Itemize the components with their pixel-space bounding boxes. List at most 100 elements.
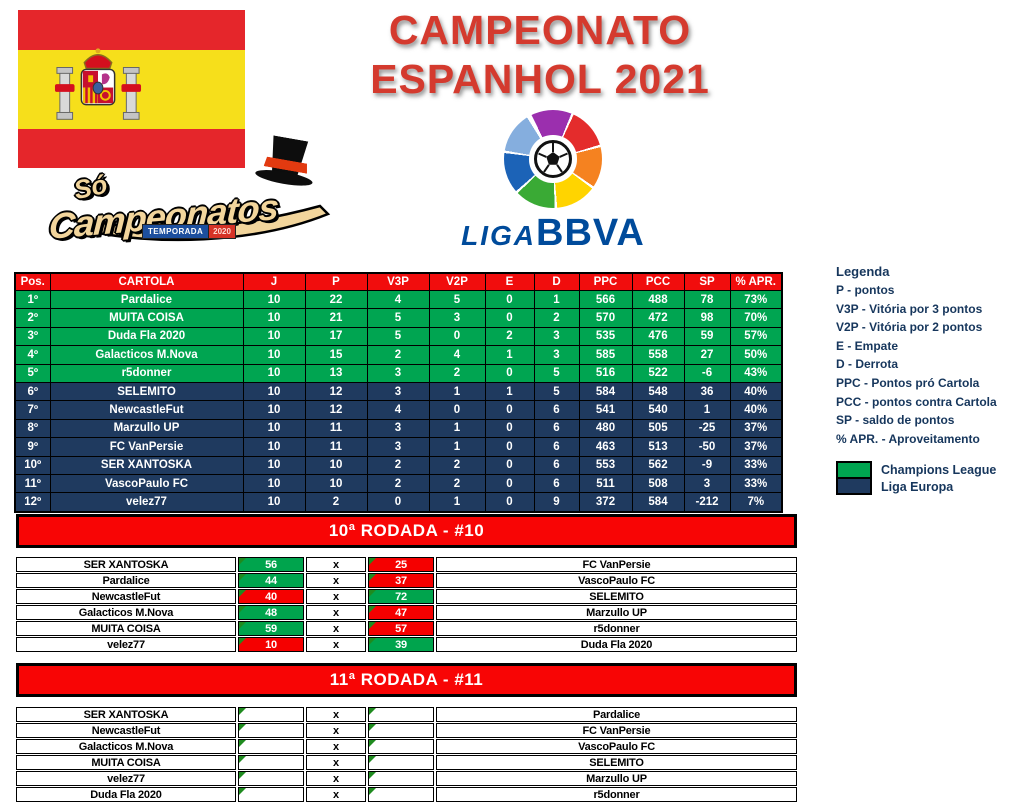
standings-cell-e[interactable]: 0 — [484, 437, 535, 457]
standings-cell-v2p[interactable]: 0 — [428, 400, 486, 420]
standings-cell-p[interactable]: 17 — [304, 326, 368, 347]
away-team-cell[interactable]: Duda Fla 2020 — [436, 637, 797, 652]
away-team-cell[interactable]: Marzullo UP — [436, 605, 797, 620]
standings-cell-e[interactable]: 0 — [484, 308, 535, 328]
standings-cell-v3p[interactable]: 5 — [366, 326, 430, 347]
standings-cell-cartola[interactable]: Pardalice — [49, 289, 244, 310]
home-score-cell[interactable] — [238, 755, 304, 770]
standings-cell-p[interactable]: 11 — [304, 437, 368, 457]
standings-cell-sp[interactable]: 36 — [683, 381, 731, 402]
standings-cell-pos[interactable]: 1º — [14, 289, 51, 310]
standings-cell-pos[interactable]: 5º — [14, 363, 51, 383]
versus-cell[interactable]: x — [306, 771, 366, 786]
home-team-cell[interactable]: Galacticos M.Nova — [16, 739, 236, 754]
standings-header-cell[interactable]: E — [484, 272, 535, 291]
standings-cell-pcc[interactable]: 513 — [631, 437, 685, 457]
standings-cell-ppc[interactable]: 535 — [578, 326, 633, 347]
standings-cell-ppc[interactable]: 584 — [578, 381, 633, 402]
away-score-cell[interactable] — [368, 755, 434, 770]
standings-header-cell[interactable]: SP — [683, 272, 731, 291]
standings-cell-sp[interactable]: -25 — [683, 418, 731, 439]
standings-cell-sp[interactable]: 1 — [683, 400, 731, 420]
standings-cell-d[interactable]: 6 — [533, 437, 580, 457]
home-team-cell[interactable]: NewcastleFut — [16, 723, 236, 738]
standings-header-cell[interactable]: Pos. — [14, 272, 51, 291]
standings-cell-e[interactable]: 0 — [484, 418, 535, 439]
standings-cell-d[interactable]: 9 — [533, 492, 580, 513]
standings-cell-pos[interactable]: 6º — [14, 381, 51, 402]
standings-cell-apr[interactable]: 40% — [729, 381, 783, 402]
standings-cell-pcc[interactable]: 472 — [631, 308, 685, 328]
standings-cell-pos[interactable]: 4º — [14, 345, 51, 365]
home-score-cell[interactable]: 59 — [238, 621, 304, 636]
standings-cell-apr[interactable]: 70% — [729, 308, 783, 328]
standings-cell-v3p[interactable]: 5 — [366, 308, 430, 328]
standings-cell-e[interactable]: 2 — [484, 326, 535, 347]
standings-cell-sp[interactable]: 78 — [683, 289, 731, 310]
standings-cell-e[interactable]: 0 — [484, 455, 535, 475]
standings-cell-cartola[interactable]: Galacticos M.Nova — [49, 345, 244, 365]
home-team-cell[interactable]: Pardalice — [16, 573, 236, 588]
standings-cell-cartola[interactable]: Marzullo UP — [49, 418, 244, 439]
standings-cell-pcc[interactable]: 522 — [631, 363, 685, 383]
standings-cell-apr[interactable]: 57% — [729, 326, 783, 347]
standings-cell-sp[interactable]: -50 — [683, 437, 731, 457]
standings-cell-v2p[interactable]: 5 — [428, 289, 486, 310]
away-team-cell[interactable]: r5donner — [436, 787, 797, 802]
away-score-cell[interactable]: 39 — [368, 637, 434, 652]
standings-cell-apr[interactable]: 37% — [729, 437, 783, 457]
home-score-cell[interactable] — [238, 707, 304, 722]
away-score-cell[interactable] — [368, 707, 434, 722]
standings-cell-v3p[interactable]: 2 — [366, 345, 430, 365]
away-score-cell[interactable]: 57 — [368, 621, 434, 636]
standings-cell-e[interactable]: 0 — [484, 492, 535, 513]
standings-cell-sp[interactable]: 3 — [683, 473, 731, 494]
away-score-cell[interactable] — [368, 739, 434, 754]
standings-cell-p[interactable]: 11 — [304, 418, 368, 439]
standings-cell-e[interactable]: 1 — [484, 381, 535, 402]
standings-cell-pos[interactable]: 9º — [14, 437, 51, 457]
standings-cell-v3p[interactable]: 3 — [366, 363, 430, 383]
standings-cell-v3p[interactable]: 4 — [366, 289, 430, 310]
home-team-cell[interactable]: velez77 — [16, 771, 236, 786]
standings-cell-v3p[interactable]: 3 — [366, 418, 430, 439]
standings-cell-pos[interactable]: 3º — [14, 326, 51, 347]
standings-cell-e[interactable]: 0 — [484, 289, 535, 310]
standings-cell-v3p[interactable]: 3 — [366, 437, 430, 457]
home-score-cell[interactable]: 44 — [238, 573, 304, 588]
versus-cell[interactable]: x — [306, 573, 366, 588]
standings-cell-v3p[interactable]: 2 — [366, 473, 430, 494]
standings-cell-p[interactable]: 15 — [304, 345, 368, 365]
versus-cell[interactable]: x — [306, 723, 366, 738]
standings-cell-d[interactable]: 2 — [533, 308, 580, 328]
away-team-cell[interactable]: FC VanPersie — [436, 723, 797, 738]
standings-header-cell[interactable]: PPC — [578, 272, 633, 291]
standings-cell-apr[interactable]: 43% — [729, 363, 783, 383]
standings-cell-sp[interactable]: 59 — [683, 326, 731, 347]
standings-cell-p[interactable]: 12 — [304, 400, 368, 420]
versus-cell[interactable]: x — [306, 707, 366, 722]
home-score-cell[interactable] — [238, 739, 304, 754]
away-score-cell[interactable] — [368, 723, 434, 738]
standings-cell-apr[interactable]: 73% — [729, 289, 783, 310]
standings-cell-apr[interactable]: 33% — [729, 473, 783, 494]
standings-cell-pcc[interactable]: 562 — [631, 455, 685, 475]
standings-cell-cartola[interactable]: SELEMITO — [49, 381, 244, 402]
standings-cell-v3p[interactable]: 4 — [366, 400, 430, 420]
standings-cell-ppc[interactable]: 480 — [578, 418, 633, 439]
versus-cell[interactable]: x — [306, 787, 366, 802]
standings-cell-p[interactable]: 2 — [304, 492, 368, 513]
standings-cell-v3p[interactable]: 2 — [366, 455, 430, 475]
away-team-cell[interactable]: Marzullo UP — [436, 771, 797, 786]
standings-cell-v2p[interactable]: 2 — [428, 455, 486, 475]
standings-cell-v2p[interactable]: 1 — [428, 437, 486, 457]
standings-cell-j[interactable]: 10 — [242, 326, 306, 347]
standings-cell-cartola[interactable]: SER XANTOSKA — [49, 455, 244, 475]
standings-cell-v2p[interactable]: 0 — [428, 326, 486, 347]
versus-cell[interactable]: x — [306, 589, 366, 604]
standings-cell-pcc[interactable]: 540 — [631, 400, 685, 420]
standings-cell-d[interactable]: 3 — [533, 326, 580, 347]
standings-cell-apr[interactable]: 40% — [729, 400, 783, 420]
standings-cell-j[interactable]: 10 — [242, 437, 306, 457]
away-team-cell[interactable]: SELEMITO — [436, 755, 797, 770]
